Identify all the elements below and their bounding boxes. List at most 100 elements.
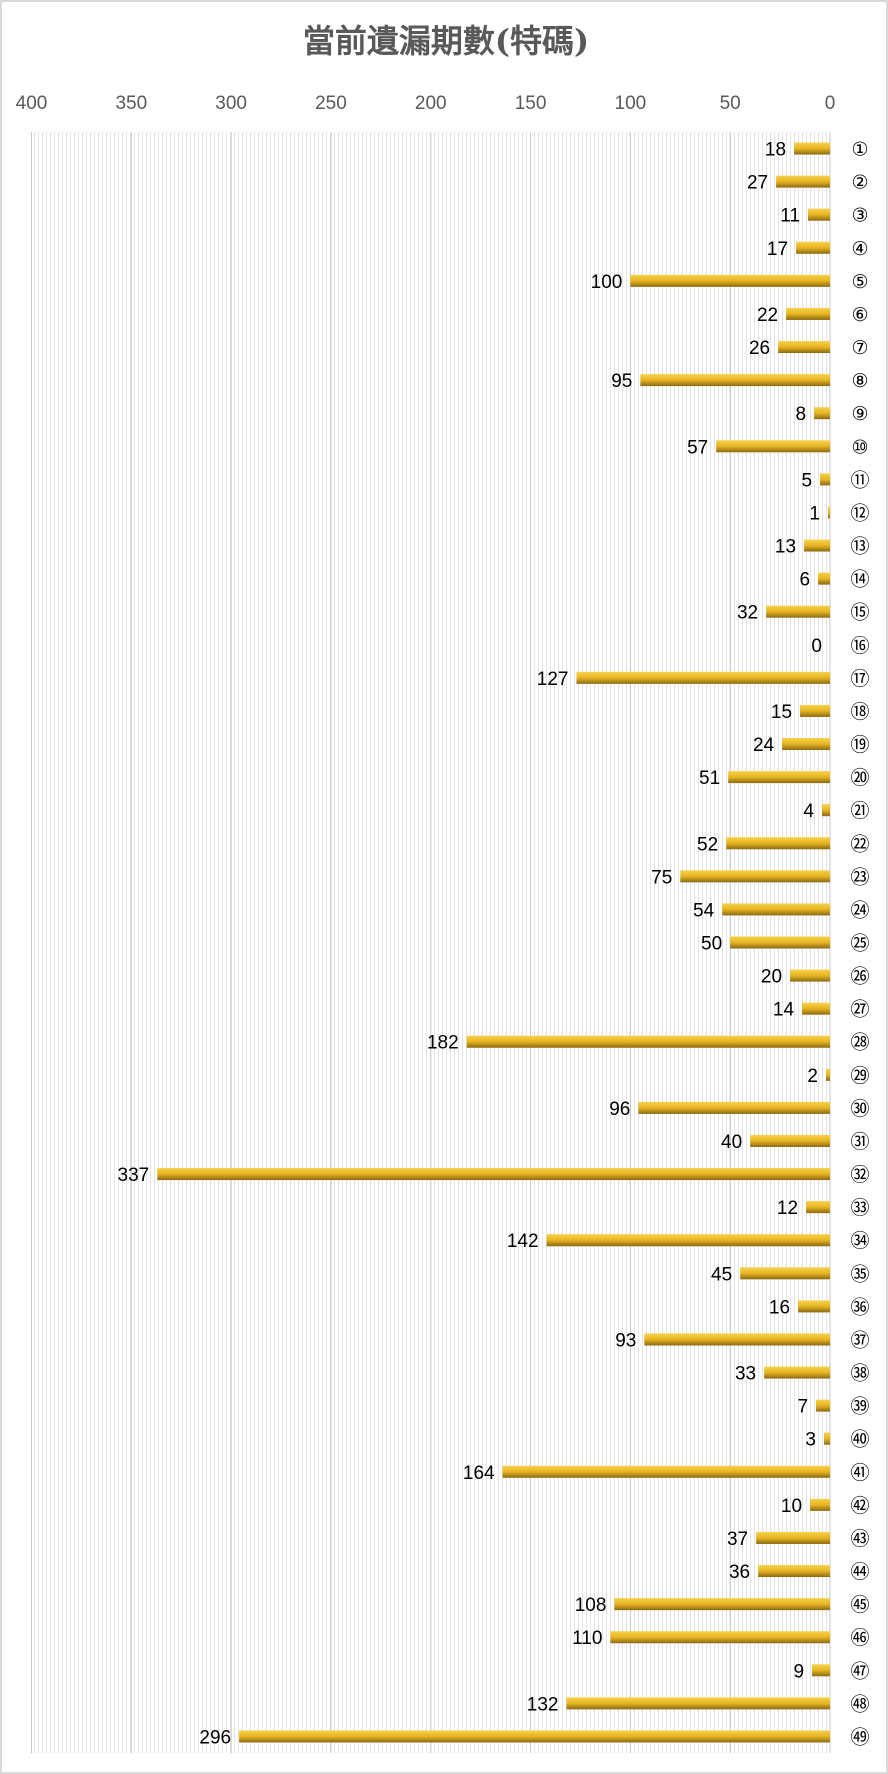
category-label: ㉕ (850, 933, 869, 955)
data-label: 5 (801, 470, 812, 491)
x-tick-label: 100 (615, 93, 647, 114)
category-label: ㉗ (850, 999, 869, 1021)
category-label: ㊴ (850, 1396, 869, 1418)
category-label: ① (851, 139, 868, 161)
category-label: ㊵ (850, 1429, 869, 1451)
data-label: 27 (747, 173, 768, 194)
category-label: ㉑ (850, 800, 869, 822)
data-label: 75 (651, 867, 672, 888)
category-label: ㊻ (850, 1627, 869, 1649)
data-label: 164 (463, 1463, 495, 1484)
data-label: 36 (729, 1562, 750, 1583)
bar (802, 1002, 830, 1015)
category-label: ⑤ (851, 271, 868, 293)
data-label: 296 (199, 1727, 231, 1748)
bar (466, 1035, 830, 1048)
x-tick-label: 150 (515, 93, 547, 114)
bar (728, 771, 830, 784)
bar (810, 1498, 830, 1511)
category-label: ㉟ (850, 1263, 869, 1285)
category-label: ⑳ (850, 767, 869, 789)
data-label: 337 (118, 1165, 150, 1186)
category-label: ⑥ (851, 304, 868, 326)
bar (640, 374, 830, 387)
data-label: 10 (781, 1496, 802, 1517)
bar (716, 440, 830, 453)
bar (818, 572, 830, 585)
category-label: ㊾ (850, 1726, 869, 1748)
category-label: ㉛ (850, 1131, 869, 1153)
category-label: ㊼ (850, 1660, 869, 1682)
bar (820, 473, 830, 486)
data-label: 12 (777, 1198, 798, 1219)
category-label: ⑮ (850, 602, 869, 624)
data-label: 1 (809, 503, 820, 524)
data-label: 37 (727, 1529, 748, 1550)
bar (239, 1730, 831, 1743)
category-label: ㉞ (850, 1230, 869, 1252)
category-label: ㊷ (850, 1495, 869, 1517)
category-label: ㉝ (850, 1197, 869, 1219)
category-label: ㊱ (850, 1296, 869, 1318)
data-label: 142 (507, 1231, 539, 1252)
bar (766, 605, 830, 618)
bar (566, 1697, 830, 1710)
bar (794, 142, 830, 155)
bar (644, 1333, 830, 1346)
bar (822, 804, 830, 817)
data-label: 16 (769, 1297, 790, 1318)
bar (546, 1234, 830, 1247)
data-label: 24 (753, 735, 775, 756)
category-label: ㊹ (850, 1561, 869, 1583)
data-label: 132 (527, 1694, 559, 1715)
data-label: 32 (737, 603, 758, 624)
category-label: ⑰ (850, 668, 869, 690)
bar (756, 1531, 830, 1544)
data-label: 52 (697, 834, 718, 855)
bar (806, 1201, 830, 1214)
category-label: ㊳ (850, 1363, 869, 1385)
x-tick-label: 200 (415, 93, 447, 114)
category-label: ㉜ (850, 1164, 869, 1186)
bar (814, 407, 830, 420)
bar (638, 1101, 830, 1114)
data-label: 100 (591, 272, 623, 293)
x-tick-label: 50 (720, 93, 741, 114)
data-label: 17 (767, 239, 788, 260)
x-tick-label: 0 (825, 93, 836, 114)
data-label: 9 (793, 1661, 804, 1682)
x-tick-label: 350 (115, 93, 147, 114)
category-label: ㉚ (850, 1098, 869, 1120)
category-label: ㉓ (850, 866, 869, 888)
data-label: 95 (611, 371, 632, 392)
bar (614, 1598, 830, 1611)
bar (758, 1565, 830, 1578)
category-label: ㊽ (850, 1693, 869, 1715)
bar (778, 341, 830, 354)
bar (828, 506, 830, 519)
category-label: ② (851, 172, 868, 194)
bar (157, 1168, 831, 1181)
data-label: 33 (735, 1364, 756, 1385)
data-label: 110 (572, 1628, 602, 1649)
bar (812, 1664, 830, 1677)
bar (816, 1399, 830, 1412)
bar (824, 1432, 830, 1445)
x-tick-label: 300 (215, 93, 247, 114)
x-tick-label: 400 (16, 93, 48, 114)
data-label: 45 (711, 1264, 732, 1285)
x-tick-label: 250 (315, 93, 347, 114)
category-label: ⑬ (850, 536, 869, 558)
category-label: ⑧ (851, 370, 868, 392)
data-label: 127 (537, 669, 569, 690)
bar (740, 1267, 830, 1280)
bar (726, 837, 830, 850)
category-label: ㉘ (850, 1032, 869, 1054)
category-label: ⑩ (851, 436, 868, 458)
category-label: ㉔ (850, 899, 869, 921)
data-label: 11 (780, 206, 800, 227)
data-label: 3 (805, 1430, 816, 1451)
category-label: ③ (851, 205, 868, 227)
category-label: ⑲ (850, 734, 869, 756)
